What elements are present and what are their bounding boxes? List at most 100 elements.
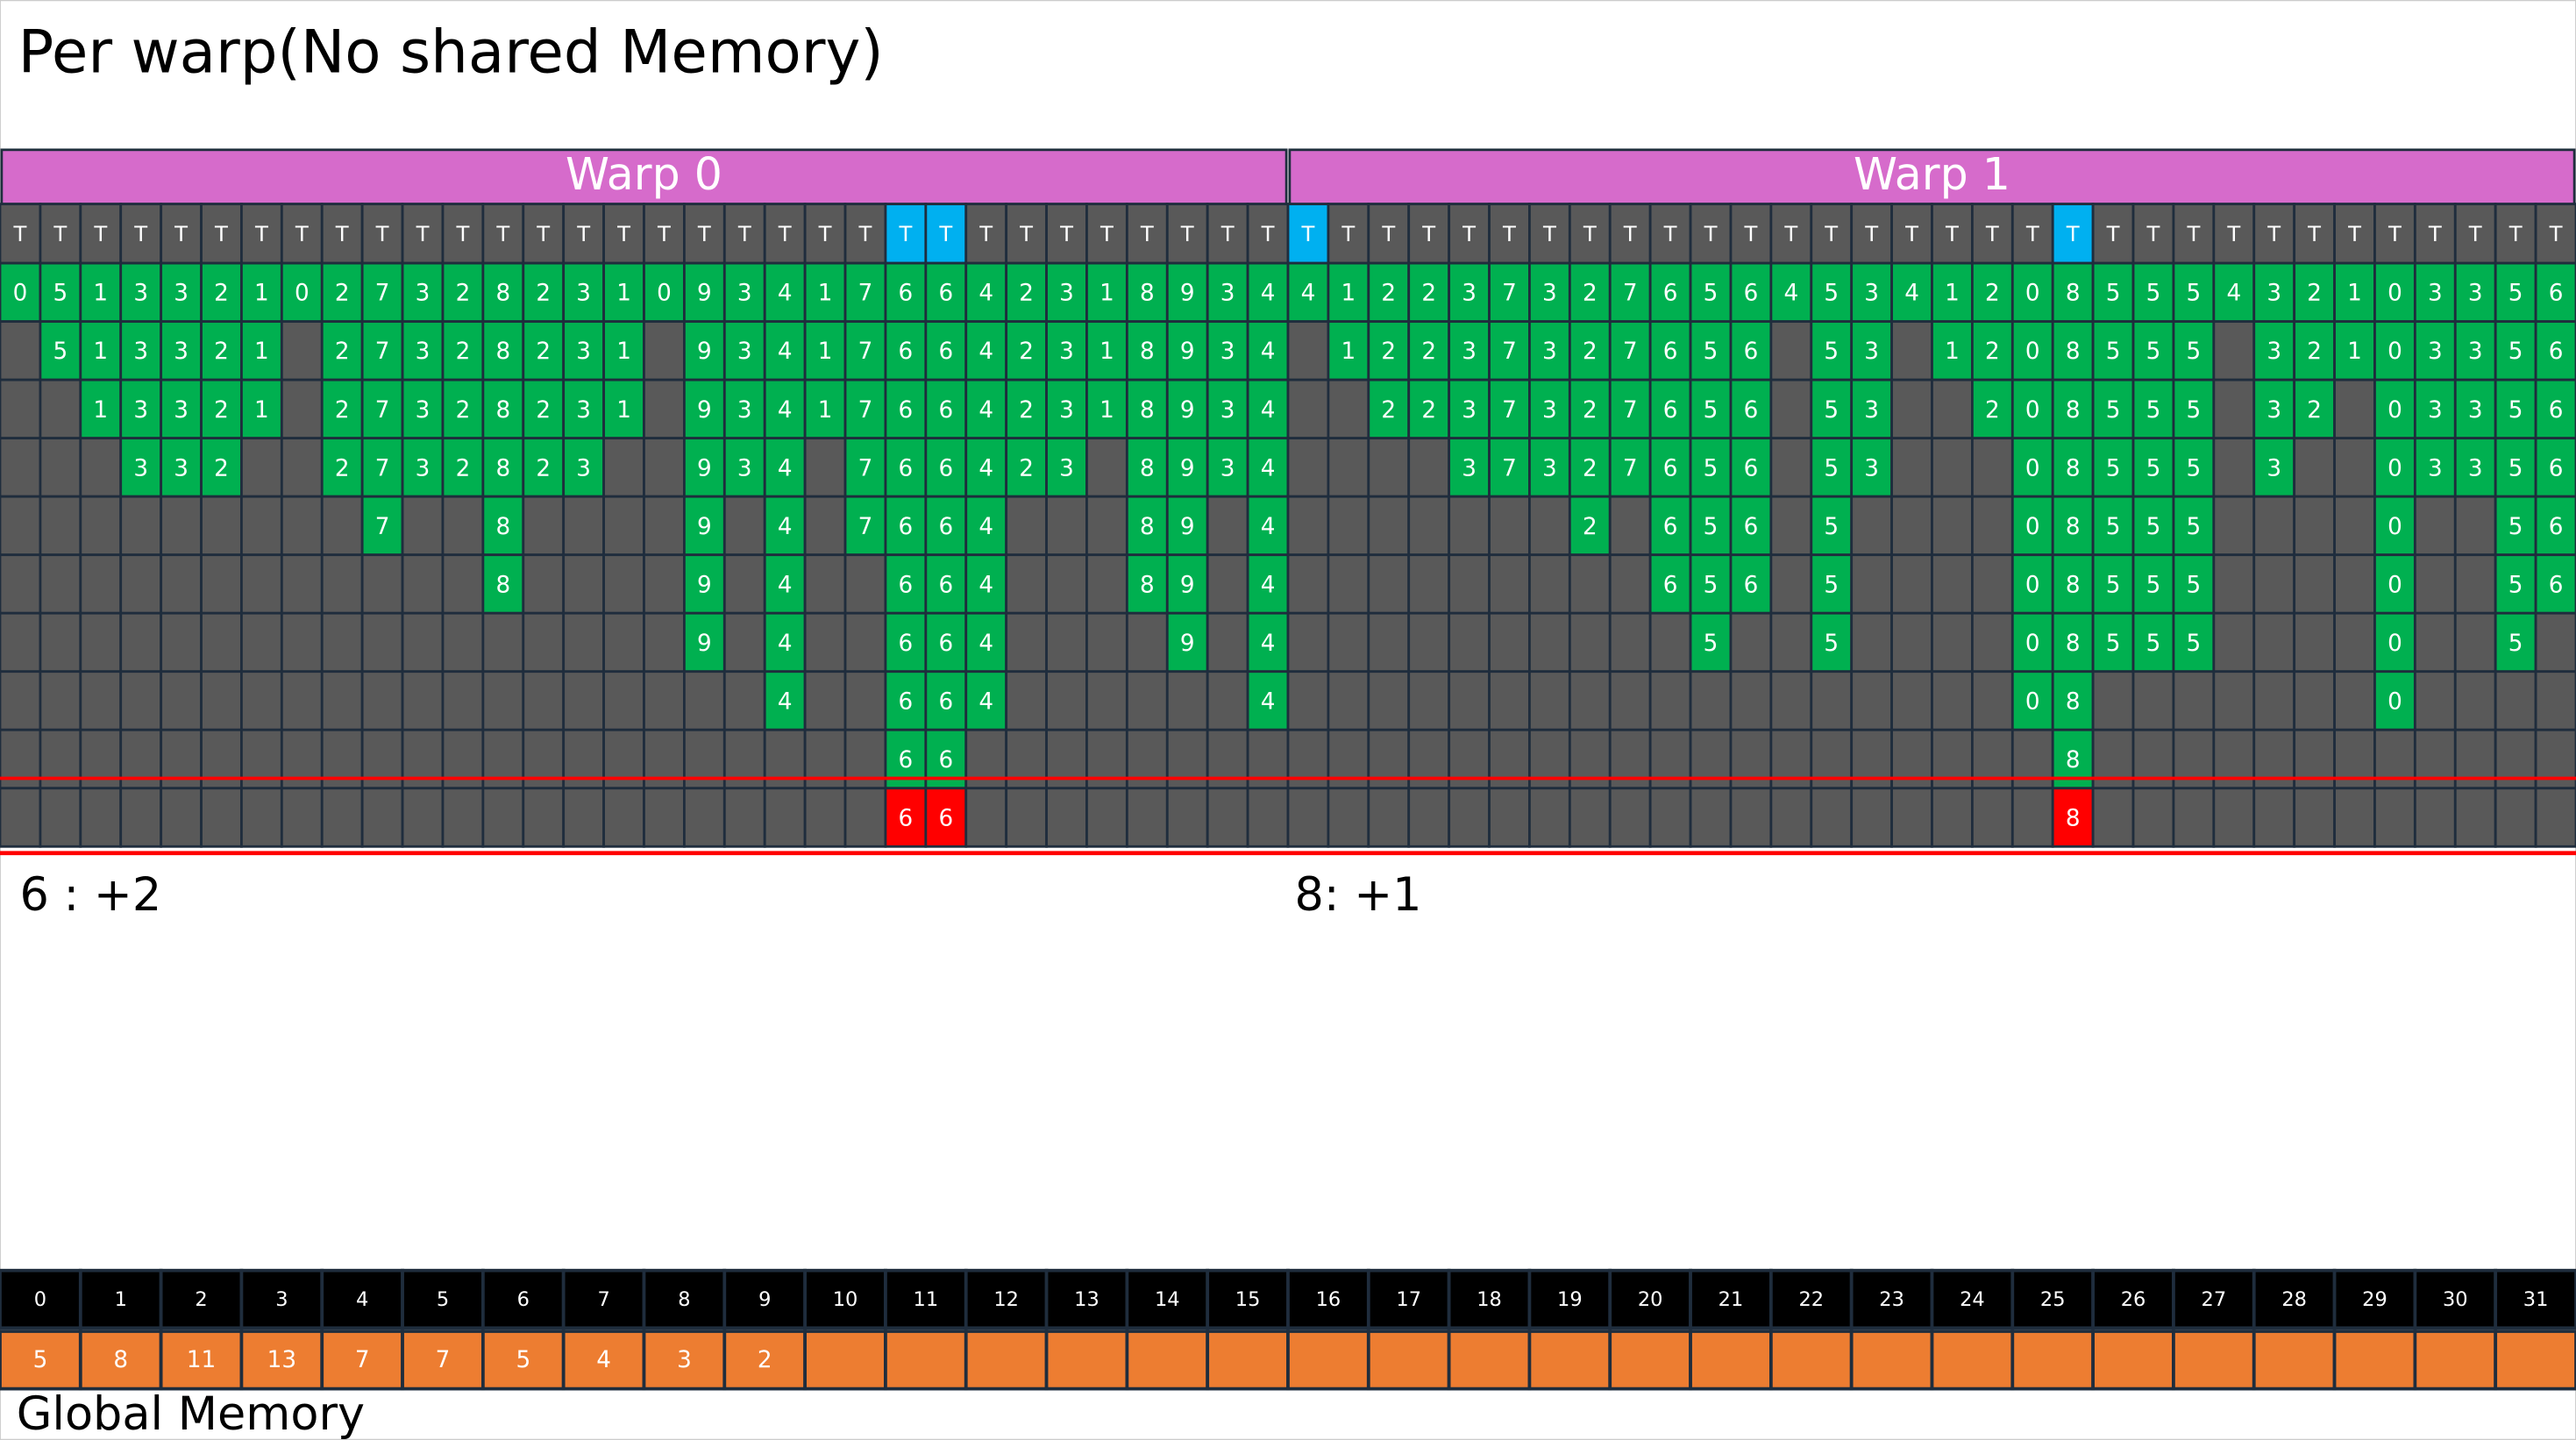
grid-cell bbox=[119, 320, 163, 381]
thread-label: T bbox=[1019, 221, 1033, 246]
grid-cell bbox=[320, 261, 364, 324]
thread-cell bbox=[119, 203, 163, 265]
grid-cell bbox=[2453, 670, 2497, 731]
grid-cell bbox=[2494, 495, 2537, 557]
grid-cell bbox=[1286, 553, 1330, 615]
thread-cell bbox=[2172, 203, 2216, 265]
grid-cell bbox=[481, 787, 525, 848]
cell-value: 0 bbox=[2387, 514, 2402, 540]
memory-index-cell bbox=[803, 1268, 887, 1330]
grid-cell bbox=[160, 553, 203, 615]
grid-cell bbox=[964, 670, 1008, 731]
cell-value: 5 bbox=[2146, 281, 2161, 307]
cell-value: 3 bbox=[133, 455, 148, 481]
grid-cell bbox=[722, 670, 766, 731]
memory-value-cell bbox=[320, 1330, 404, 1391]
memory-value: 5 bbox=[33, 1347, 48, 1373]
memory-index: 10 bbox=[833, 1288, 858, 1311]
grid-cell bbox=[2172, 320, 2216, 381]
grid-cell bbox=[1689, 611, 1733, 674]
cell-value: 2 bbox=[536, 281, 551, 307]
thread-label: T bbox=[1583, 221, 1597, 246]
grid-cell bbox=[1005, 670, 1048, 731]
cell-value: 6 bbox=[2549, 339, 2564, 365]
memory-value-cell bbox=[1608, 1330, 1692, 1391]
thread-label: T bbox=[2106, 221, 2120, 246]
memory-value-cell bbox=[2172, 1330, 2256, 1391]
cell-value: 2 bbox=[456, 339, 471, 365]
cell-value: 5 bbox=[2146, 572, 2161, 598]
cell-value: 2 bbox=[2307, 397, 2322, 424]
memory-index: 24 bbox=[1960, 1288, 1985, 1311]
grid-cell bbox=[240, 437, 283, 498]
thread-cell bbox=[1810, 203, 1854, 265]
grid-cell bbox=[1931, 495, 1974, 557]
grid-cell bbox=[683, 670, 726, 731]
cell-value: 8 bbox=[2066, 455, 2081, 481]
cell-value: 1 bbox=[93, 339, 108, 365]
memory-index: 21 bbox=[1719, 1288, 1744, 1311]
cell-value: 9 bbox=[697, 281, 712, 307]
grid-cell bbox=[2293, 611, 2336, 674]
grid-cell bbox=[2252, 787, 2296, 848]
cell-value: 4 bbox=[778, 339, 793, 365]
cell-value: 5 bbox=[1704, 514, 1719, 540]
grid-cell bbox=[803, 378, 847, 440]
memory-index-cell bbox=[722, 1268, 807, 1330]
cell-value: 1 bbox=[818, 281, 833, 307]
grid-cell bbox=[2131, 670, 2175, 731]
cell-value: 8 bbox=[1140, 455, 1155, 481]
memory-index-cell bbox=[159, 1268, 244, 1330]
cell-value: 8 bbox=[1140, 572, 1155, 598]
cell-value: 2 bbox=[2307, 281, 2322, 307]
thread-label: T bbox=[2186, 221, 2200, 246]
grid-cell bbox=[763, 787, 807, 848]
thread-cell bbox=[2373, 203, 2416, 265]
grid-cell bbox=[160, 437, 203, 498]
memory-value-cell bbox=[642, 1330, 727, 1391]
cell-value: 7 bbox=[858, 455, 873, 481]
grid-cell bbox=[2293, 437, 2336, 498]
grid-cell bbox=[280, 437, 324, 498]
cell-value: 6 bbox=[1663, 339, 1678, 365]
grid-cell bbox=[843, 378, 887, 440]
grid-cell bbox=[2494, 261, 2537, 324]
grid-cell bbox=[1206, 670, 1249, 731]
grid-cell bbox=[2293, 261, 2336, 324]
grid-cell bbox=[2172, 553, 2216, 615]
grid-cell bbox=[2091, 261, 2135, 324]
grid-cell bbox=[1689, 670, 1733, 731]
grid-cell bbox=[2413, 787, 2457, 848]
cell-value: 3 bbox=[1542, 339, 1557, 365]
memory-index-cell bbox=[1527, 1268, 1612, 1330]
cell-value: 9 bbox=[1180, 397, 1195, 424]
memory-value-cell bbox=[1286, 1330, 1370, 1391]
grid-cell bbox=[1528, 495, 1571, 557]
grid-cell bbox=[964, 261, 1008, 324]
grid-cell bbox=[401, 611, 445, 674]
grid-cell bbox=[0, 437, 42, 498]
memory-value-cell bbox=[1930, 1330, 2015, 1391]
cell-value: 2 bbox=[456, 397, 471, 424]
cell-value: 3 bbox=[2428, 455, 2443, 481]
grid-cell bbox=[2413, 261, 2457, 324]
cell-value: 3 bbox=[2468, 281, 2483, 307]
cell-value: 5 bbox=[2146, 339, 2161, 365]
grid-cell bbox=[1165, 670, 1209, 731]
grid-cell bbox=[1407, 611, 1451, 674]
cell-value: 1 bbox=[2347, 339, 2362, 365]
memory-value-cell bbox=[803, 1330, 887, 1391]
grid-cell bbox=[1246, 437, 1290, 498]
thread-label: T bbox=[978, 221, 993, 246]
cell-value: 3 bbox=[1462, 339, 1477, 365]
cell-value: 7 bbox=[375, 339, 390, 365]
grid-cell bbox=[1085, 320, 1128, 381]
thread-cell bbox=[2293, 203, 2336, 265]
cell-value: 5 bbox=[2106, 339, 2121, 365]
grid-cell bbox=[522, 670, 566, 731]
grid-cell bbox=[441, 553, 485, 615]
cell-value: 5 bbox=[1704, 455, 1719, 481]
thread-label: T bbox=[1783, 221, 1797, 246]
cell-value: 8 bbox=[1140, 281, 1155, 307]
cell-value: 5 bbox=[2187, 631, 2202, 657]
